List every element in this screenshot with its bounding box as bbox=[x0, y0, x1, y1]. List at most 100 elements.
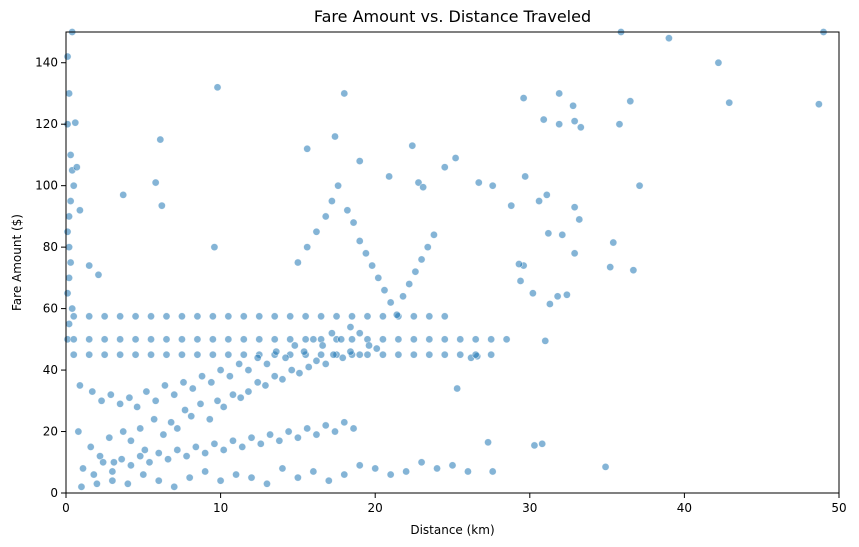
scatter-point bbox=[340, 89, 349, 98]
scatter-point bbox=[355, 461, 364, 470]
plot-area bbox=[63, 28, 828, 491]
scatter-point bbox=[317, 350, 325, 359]
scatter-point bbox=[208, 312, 217, 321]
scatter-point bbox=[140, 446, 149, 454]
scatter-point bbox=[379, 312, 387, 321]
scatter-point bbox=[451, 154, 460, 162]
scatter-point bbox=[247, 433, 256, 442]
scatter-point bbox=[456, 335, 465, 344]
scatter-point bbox=[363, 350, 372, 359]
scatter-point bbox=[167, 418, 176, 427]
scatter-point bbox=[544, 229, 553, 238]
scatter-point bbox=[629, 266, 638, 275]
scatter-point bbox=[147, 350, 155, 359]
scatter-point bbox=[286, 335, 295, 344]
scatter-point bbox=[570, 249, 579, 258]
scatter-point bbox=[147, 335, 155, 344]
scatter-point bbox=[208, 350, 217, 359]
scatter-point bbox=[65, 273, 73, 282]
x-tick-label: 30 bbox=[522, 501, 537, 515]
scatter-point bbox=[131, 312, 140, 321]
scatter-point bbox=[247, 473, 256, 482]
scatter-point bbox=[270, 335, 279, 344]
scatter-point bbox=[601, 462, 610, 471]
scatter-point bbox=[119, 190, 128, 199]
scatter-point bbox=[239, 335, 248, 344]
scatter-point bbox=[284, 427, 293, 436]
scatter-point bbox=[255, 312, 264, 321]
scatter-point bbox=[68, 304, 77, 313]
scatter-point bbox=[182, 452, 191, 461]
scatter-point bbox=[65, 89, 73, 98]
scatter-point bbox=[530, 441, 539, 450]
scatter-point bbox=[131, 335, 140, 344]
chart-title: Fare Amount vs. Distance Traveled bbox=[314, 7, 591, 26]
scatter-point bbox=[563, 290, 571, 299]
scatter-point bbox=[210, 243, 219, 252]
scatter-point bbox=[66, 258, 75, 267]
y-tick-label: 0 bbox=[50, 486, 58, 500]
scatter-point bbox=[207, 378, 216, 387]
scatter-point bbox=[301, 335, 310, 344]
scatter-point bbox=[239, 312, 248, 321]
x-tick-label: 10 bbox=[213, 501, 228, 515]
scatter-point bbox=[170, 390, 179, 399]
scatter-point bbox=[275, 436, 284, 445]
scatter-point bbox=[331, 427, 339, 436]
scatter-point bbox=[409, 335, 418, 344]
scatter-point bbox=[355, 237, 364, 245]
plot-border bbox=[65, 31, 840, 494]
scatter-point bbox=[270, 312, 279, 321]
scatter-point bbox=[219, 403, 228, 411]
scatter-point bbox=[188, 384, 197, 393]
scatter-point bbox=[290, 341, 299, 350]
scatter-point bbox=[74, 427, 83, 436]
scatter-point bbox=[97, 396, 106, 405]
scatter-point bbox=[65, 243, 73, 252]
scatter-point bbox=[85, 335, 94, 344]
scatter-point bbox=[419, 183, 428, 192]
scatter-point bbox=[164, 455, 172, 464]
scatter-point bbox=[173, 446, 182, 454]
scatter-point bbox=[65, 320, 73, 328]
scatter-point bbox=[136, 424, 145, 433]
scatter-point bbox=[374, 273, 383, 282]
scatter-point bbox=[179, 378, 188, 387]
scatter-point bbox=[63, 52, 72, 61]
scatter-point bbox=[471, 335, 480, 344]
scatter-point bbox=[430, 230, 438, 239]
x-tick-label: 40 bbox=[677, 501, 692, 515]
scatter-point bbox=[440, 163, 449, 172]
scatter-point bbox=[123, 479, 132, 488]
y-tick-label: 80 bbox=[43, 240, 58, 254]
scatter-point bbox=[392, 310, 401, 319]
scatter-point bbox=[77, 482, 86, 491]
scatter-point bbox=[154, 476, 163, 485]
scatter-point bbox=[94, 270, 103, 279]
scatter-point bbox=[380, 286, 389, 295]
scatter-point bbox=[178, 335, 186, 344]
scatter-point bbox=[154, 449, 163, 457]
scatter-point bbox=[181, 406, 189, 414]
scatter-point bbox=[409, 312, 418, 321]
scatter-point bbox=[409, 350, 418, 359]
scatter-point bbox=[96, 452, 104, 461]
scatter-point bbox=[263, 360, 271, 368]
scatter-point bbox=[321, 212, 330, 221]
scatter-point bbox=[88, 387, 97, 396]
scatter-point bbox=[69, 312, 78, 321]
scatter-point bbox=[394, 350, 403, 359]
scatter-point bbox=[162, 312, 171, 321]
scatter-point bbox=[453, 384, 462, 393]
scatter-point bbox=[425, 312, 434, 321]
scatter-point bbox=[244, 387, 253, 396]
scatter-point bbox=[528, 289, 537, 298]
scatter-point bbox=[309, 335, 318, 344]
scatter-point bbox=[86, 442, 95, 451]
scatter-point bbox=[239, 350, 248, 359]
scatter-point bbox=[63, 227, 72, 236]
scatter-point bbox=[355, 157, 364, 165]
scatter-point bbox=[178, 312, 186, 321]
scatter-point bbox=[635, 181, 644, 190]
scatter-point bbox=[139, 470, 148, 479]
